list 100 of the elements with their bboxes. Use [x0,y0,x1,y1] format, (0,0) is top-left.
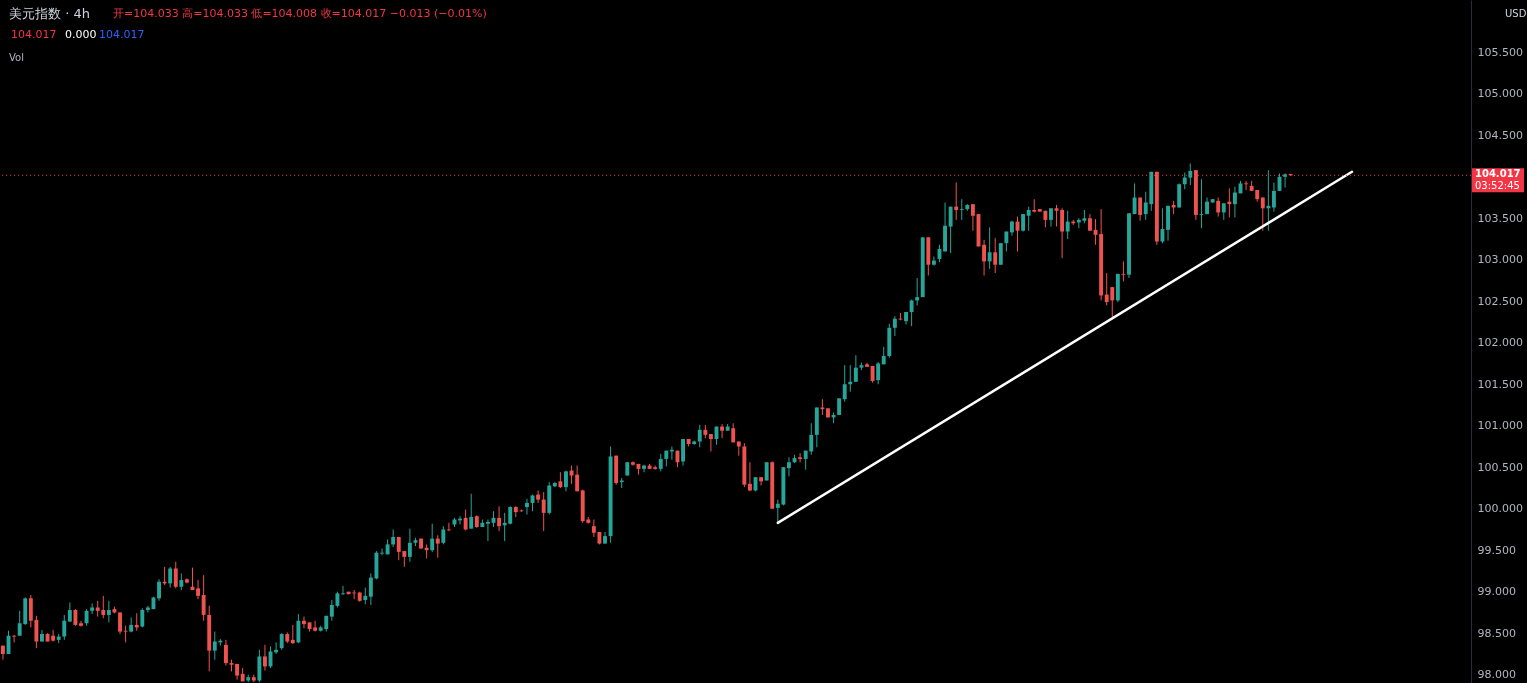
candlestick [67,602,72,623]
candlestick [720,423,725,439]
y-tick-label: 103.500 [1477,211,1523,225]
candlestick [1216,197,1221,218]
candlestick [341,585,345,596]
candlestick [380,548,384,556]
candlestick [842,364,847,403]
text: 开=104.033 高=104.033 低=104.008 收=104.017 −0.013 (−0.01%) [113,7,487,20]
candlestick [970,203,975,232]
annotation: 104.017 [11,28,57,41]
candlestick [1060,207,1065,259]
candlestick [915,277,920,306]
candlestick [1054,204,1059,228]
y-tick-label: 99.500 [1477,543,1516,557]
candlestick [212,631,217,661]
candlestick [759,476,764,486]
candlestick [368,572,373,606]
candlestick [809,422,814,456]
candlestick [1177,182,1182,208]
y-tick-label: 103.000 [1477,253,1523,267]
candlestick [987,226,992,270]
candlestick [764,461,769,482]
candlestick [876,361,881,385]
y-tick-label: 104.500 [1477,128,1523,142]
y-tick-label: 101.500 [1477,377,1523,391]
candlestick [485,519,490,542]
candlestick [642,464,646,473]
y-tick-label: 102.500 [1477,294,1523,308]
candlestick [90,602,95,615]
candlestick [536,489,541,504]
candlestick [1199,178,1204,229]
y-tick-label: 100.500 [1477,460,1523,474]
candlestick [959,198,964,221]
y-tick-label: 100.000 [1477,502,1523,516]
y-tick-label: 98.500 [1477,626,1516,640]
candlestick [497,505,502,532]
ref-line-label: 104.017 [1475,168,1521,180]
candlestick [1283,172,1288,189]
candlestick [1132,182,1137,215]
candlestick [1065,210,1070,240]
candlestick [681,438,685,467]
candlestick [12,634,17,643]
candlestick [290,624,295,645]
candlestick [430,523,435,553]
candlestick [407,528,412,563]
candlestick [909,299,914,327]
candlestick [853,354,858,383]
text: 03:52:45 [1475,180,1520,192]
y-tick-label: 101.000 [1477,419,1523,433]
text: USD [1505,8,1527,19]
candlestick [62,614,67,641]
candlestick [948,206,953,254]
candlestick [302,616,306,629]
y-tick-label: 105.500 [1477,45,1523,59]
chart-title: 美元指数 · 4h [9,6,90,21]
candlestick [1026,206,1031,232]
candlestick [463,509,468,531]
candlestick [993,237,998,274]
candlestick [1049,207,1053,228]
candlestick [982,239,987,277]
candlestick [168,566,173,589]
candlestick [1121,260,1126,282]
y-tick-label: 98.000 [1477,668,1516,682]
candlestick [1160,207,1165,244]
candlestick [446,522,451,532]
candlestick [435,534,440,559]
candlestick [541,491,546,532]
candlestick [263,644,267,672]
annotation: Vol [9,52,24,63]
y-tick-label: 102.000 [1477,336,1523,350]
y-tick-label: 99.000 [1477,585,1516,599]
candlestick [296,613,301,644]
candlestick [223,639,228,667]
candlestick [1232,186,1237,218]
candlestick [173,561,178,589]
candlestick [708,433,713,452]
candlestick [931,255,936,267]
candlestick [79,620,83,628]
candlestick [787,456,791,477]
candlestick [51,629,56,643]
candlestick [892,315,897,337]
candlestick [697,424,702,448]
candlestick [201,574,206,622]
candlestick [196,579,201,600]
candlestick [747,461,752,492]
candlestick [118,611,122,635]
candlestick [1188,162,1193,186]
candlestick [157,578,161,602]
candlestick [106,600,111,623]
candlestick [798,452,803,463]
annotation: 104.017 [99,28,145,41]
candlestick [441,525,446,545]
candlestick [469,493,474,530]
candlestick [954,182,959,221]
candlestick [1260,197,1265,232]
annotation: 0.000 [65,28,97,41]
candlestick [998,242,1003,266]
candlestick [1244,180,1249,191]
y-tick-label: 105.000 [1477,87,1523,101]
candlestick [1271,182,1276,213]
